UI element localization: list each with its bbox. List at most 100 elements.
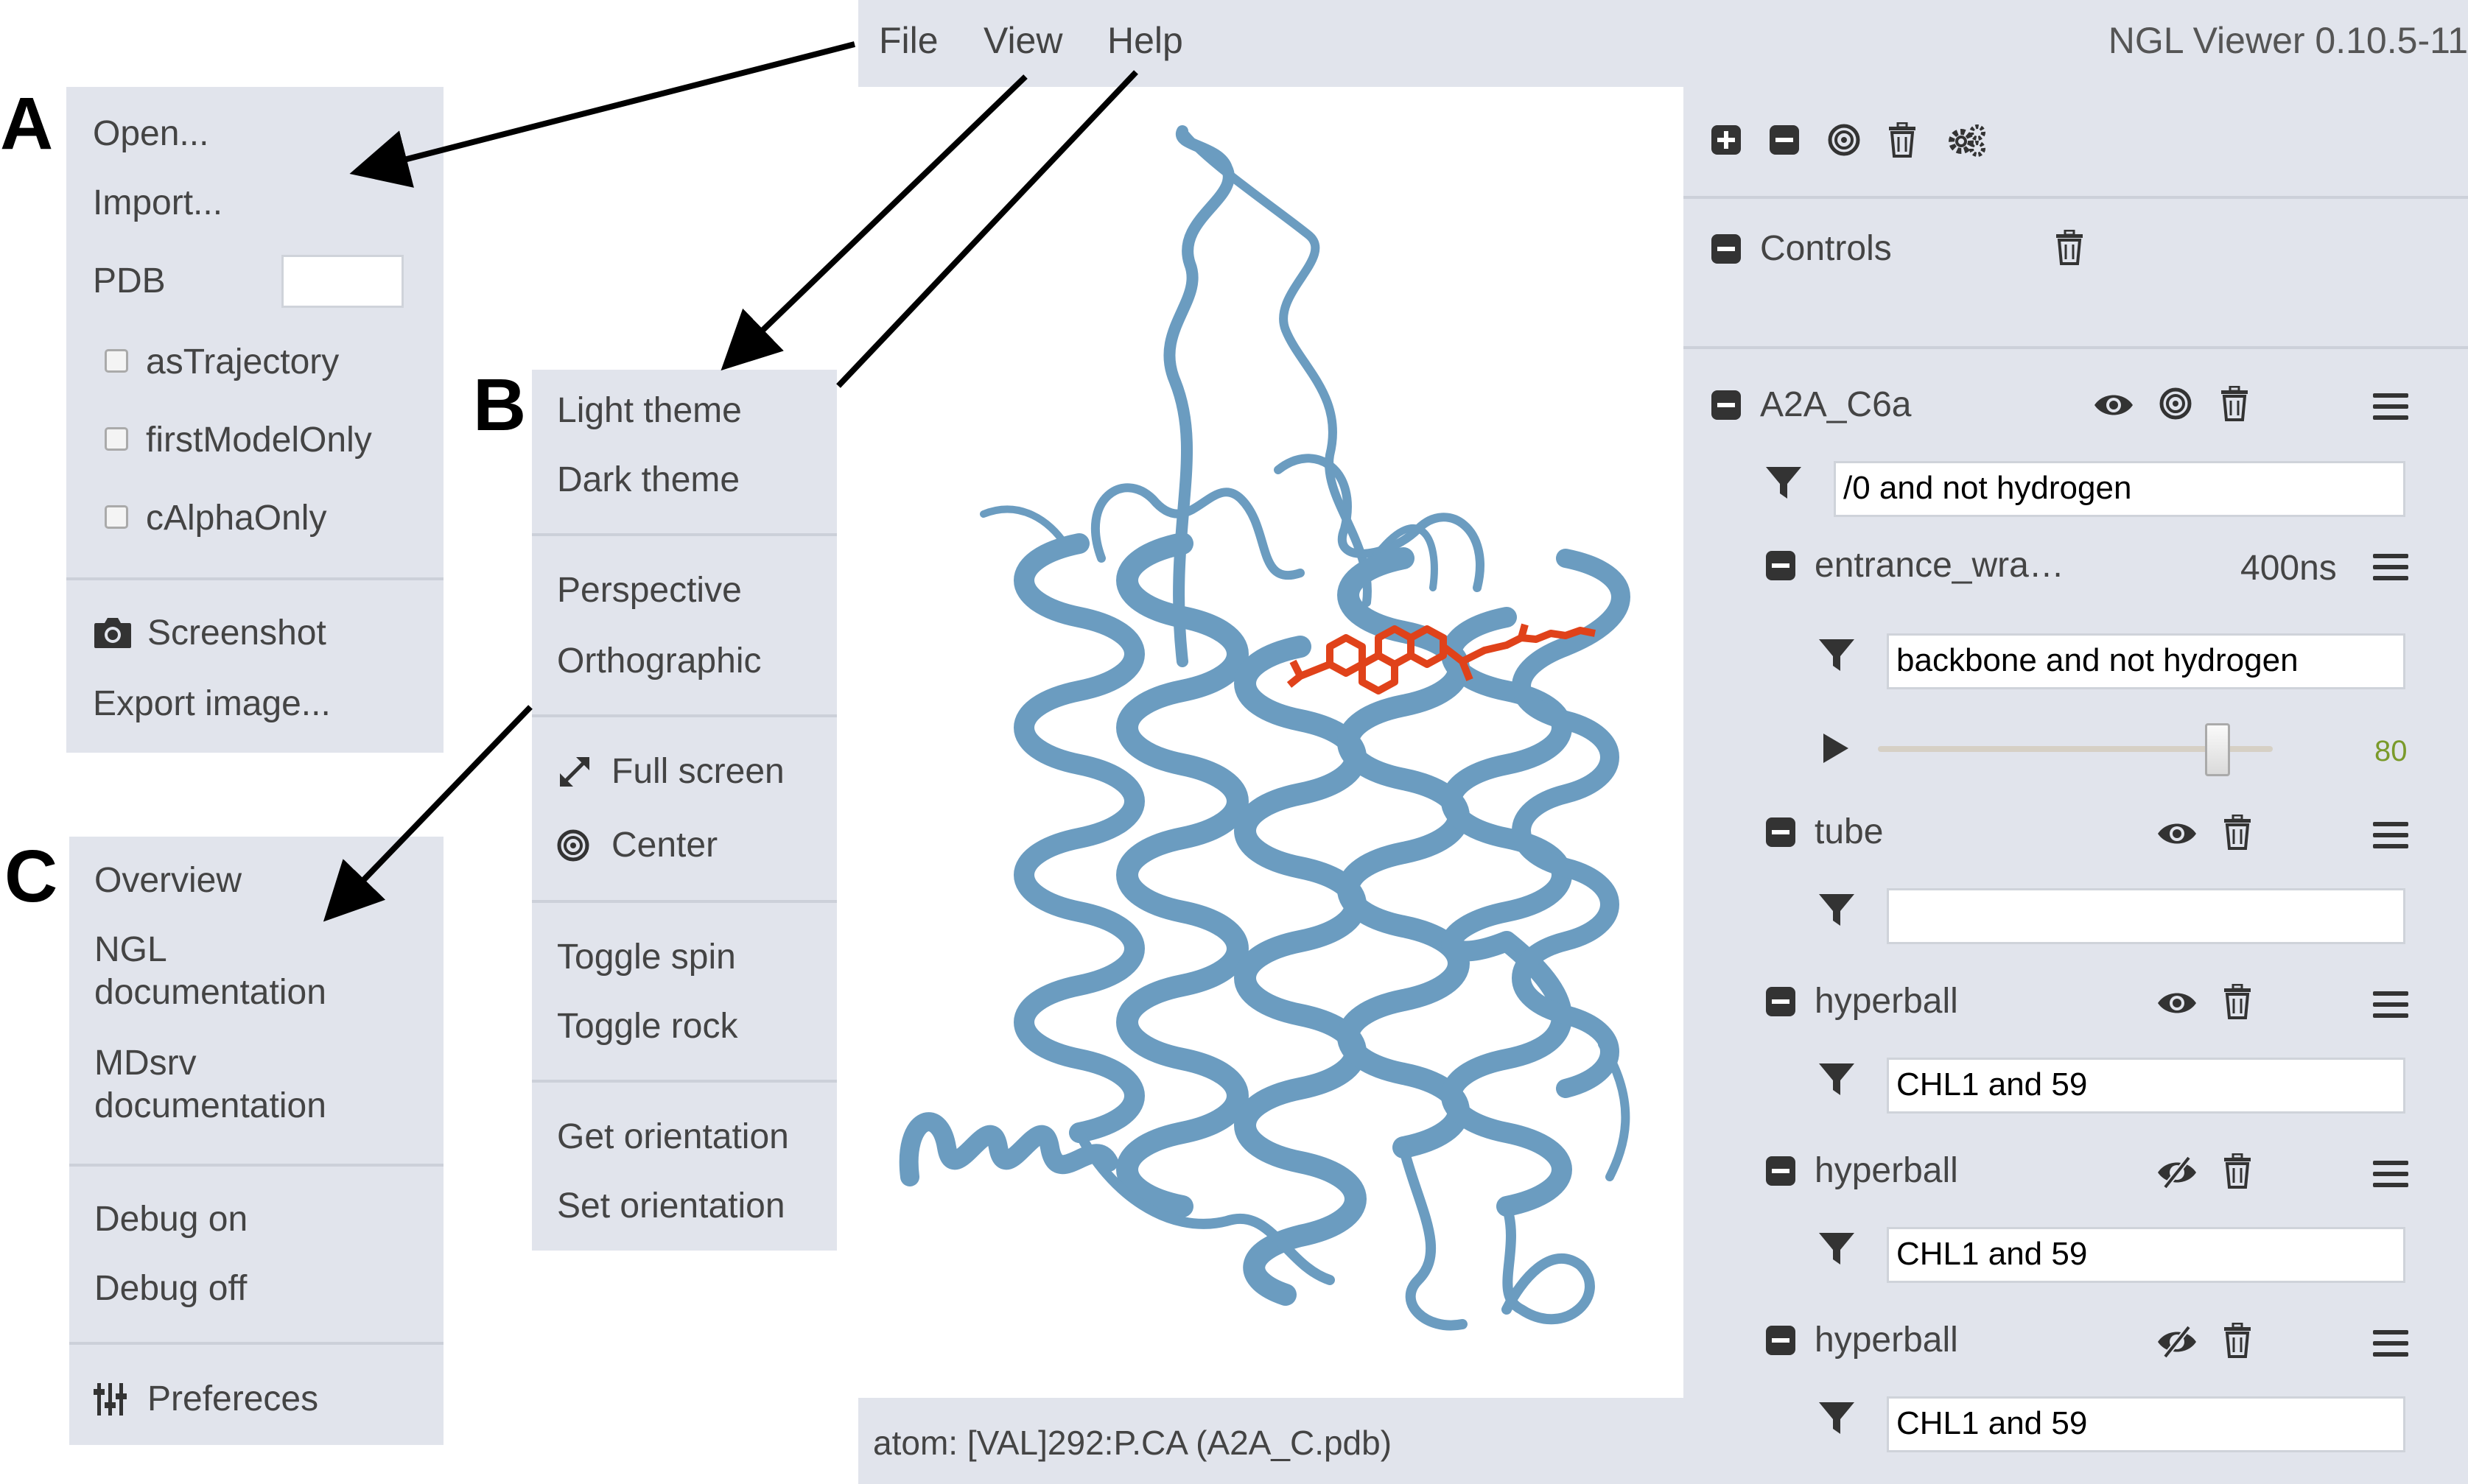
menu-icon[interactable] bbox=[2373, 820, 2408, 850]
overview-menu-item[interactable]: Overview bbox=[94, 861, 242, 900]
export-image-menu-item[interactable]: Export image... bbox=[93, 684, 331, 723]
collapse-representation-icon[interactable] bbox=[1764, 1324, 1797, 1357]
status-bar: atom: [VAL]292:P.CA (A2A_C.pdb) bbox=[858, 1398, 1683, 1484]
eye-icon[interactable] bbox=[2093, 390, 2134, 420]
arrow-file-to-a bbox=[349, 41, 855, 188]
top-menu-bar: File View Help NGL Viewer 0.10.5-11 bbox=[858, 0, 2468, 87]
remove-all-icon[interactable] bbox=[1887, 122, 1917, 158]
center-all-icon[interactable] bbox=[1828, 124, 1860, 156]
representation-filter-input[interactable] bbox=[1887, 888, 2405, 944]
filter-icon bbox=[1817, 1399, 1856, 1438]
menu-divider bbox=[532, 533, 837, 536]
orthographic-menu-item[interactable]: Orthographic bbox=[557, 641, 762, 681]
component-name: A2A_C6a bbox=[1760, 385, 1912, 424]
arrow-help-to-c bbox=[323, 705, 533, 922]
perspective-menu-item[interactable]: Perspective bbox=[557, 571, 742, 610]
collapse-controls-icon[interactable] bbox=[1710, 233, 1742, 265]
debug-on-menu-item[interactable]: Debug on bbox=[94, 1200, 248, 1239]
menu-icon[interactable] bbox=[2373, 990, 2408, 1019]
collapse-all-icon[interactable] bbox=[1768, 124, 1801, 156]
component-filter-input[interactable]: /0 and not hydrogen bbox=[1834, 461, 2405, 517]
eye-slash-icon[interactable] bbox=[2156, 1156, 2198, 1189]
representation-filter-input[interactable]: CHL1 and 59 bbox=[1887, 1058, 2405, 1114]
mdsrv-doc-line1: MDsrv bbox=[94, 1044, 197, 1083]
panel-label-a: A bbox=[0, 82, 54, 165]
light-theme-menu-item[interactable]: Light theme bbox=[557, 391, 742, 430]
c-alpha-only-checkbox[interactable] bbox=[105, 505, 128, 529]
import-menu-item[interactable]: Import... bbox=[93, 183, 223, 222]
collapse-representation-icon[interactable] bbox=[1764, 985, 1797, 1018]
get-orientation-menu-item[interactable]: Get orientation bbox=[557, 1117, 789, 1156]
filter-icon bbox=[1817, 1061, 1856, 1099]
filter-icon bbox=[1817, 1230, 1856, 1268]
gears-icon[interactable] bbox=[1946, 122, 1988, 158]
frame-slider-thumb[interactable] bbox=[2204, 723, 2230, 776]
collapse-representation-icon[interactable] bbox=[1764, 1155, 1797, 1187]
full-screen-menu-item[interactable]: Full screen bbox=[611, 752, 785, 791]
menu-divider bbox=[66, 577, 444, 580]
expand-icon bbox=[557, 754, 592, 790]
menu-icon[interactable] bbox=[2373, 1329, 2408, 1358]
center-icon[interactable] bbox=[2159, 387, 2192, 420]
trajectory-filter-input[interactable]: backbone and not hydrogen bbox=[1887, 633, 2405, 689]
trash-icon[interactable] bbox=[2223, 984, 2252, 1019]
molecule-viewport[interactable] bbox=[858, 87, 1683, 1398]
mdsrv-doc-line2: documentation bbox=[94, 1086, 326, 1125]
collapse-trajectory-icon[interactable] bbox=[1764, 549, 1797, 582]
representation-name: tube bbox=[1815, 812, 1884, 851]
set-orientation-menu-item[interactable]: Set orientation bbox=[557, 1186, 785, 1225]
arrow-help-line bbox=[836, 70, 1138, 388]
as-trajectory-checkbox[interactable] bbox=[105, 349, 128, 373]
panel-label-b: B bbox=[473, 364, 527, 446]
toggle-rock-menu-item[interactable]: Toggle rock bbox=[557, 1007, 738, 1046]
sliders-icon bbox=[93, 1382, 128, 1417]
frame-number: 80 bbox=[2374, 735, 2408, 767]
open-menu-item[interactable]: Open... bbox=[93, 114, 209, 153]
menu-icon[interactable] bbox=[2373, 392, 2408, 421]
help-menu[interactable]: Help bbox=[1107, 20, 1183, 61]
pdb-label: PDB bbox=[93, 261, 166, 300]
file-dropdown: Open... Import... PDB asTrajectory first… bbox=[66, 87, 444, 753]
controls-label: Controls bbox=[1760, 229, 1892, 268]
menu-icon[interactable] bbox=[2373, 1159, 2408, 1189]
preferences-menu-item[interactable]: Prefereces bbox=[147, 1379, 319, 1418]
filter-icon bbox=[1764, 464, 1803, 502]
screenshot-menu-item[interactable]: Screenshot bbox=[147, 613, 326, 653]
menu-divider bbox=[532, 714, 837, 717]
divider bbox=[1683, 196, 2468, 199]
collapse-component-icon[interactable] bbox=[1710, 389, 1742, 421]
menu-icon[interactable] bbox=[2373, 552, 2408, 582]
trash-icon[interactable] bbox=[2223, 815, 2252, 850]
representation-filter-input[interactable]: CHL1 and 59 bbox=[1887, 1227, 2405, 1283]
menu-divider bbox=[532, 1080, 837, 1083]
ngl-doc-line1: NGL bbox=[94, 930, 167, 969]
pdb-id-input[interactable] bbox=[281, 255, 404, 308]
trajectory-name: entrance_wra… bbox=[1815, 546, 2064, 585]
representation-filter-input[interactable]: CHL1 and 59 bbox=[1887, 1396, 2405, 1452]
frame-slider-track[interactable] bbox=[1878, 746, 2273, 752]
as-trajectory-label: asTrajectory bbox=[146, 342, 340, 381]
trash-icon[interactable] bbox=[2055, 230, 2084, 265]
app-title: NGL Viewer 0.10.5-11 bbox=[2108, 20, 2468, 61]
view-menu[interactable]: View bbox=[984, 20, 1063, 61]
toggle-spin-menu-item[interactable]: Toggle spin bbox=[557, 938, 736, 977]
eye-icon[interactable] bbox=[2156, 819, 2198, 848]
trash-icon[interactable] bbox=[2223, 1153, 2252, 1189]
panel-label-c: C bbox=[4, 835, 58, 918]
representation-name: hyperball bbox=[1815, 1151, 1958, 1190]
add-component-icon[interactable] bbox=[1710, 124, 1742, 156]
file-menu[interactable]: File bbox=[879, 20, 939, 61]
ligand-molecule bbox=[1286, 623, 1596, 694]
center-menu-item[interactable]: Center bbox=[611, 826, 718, 865]
trash-icon[interactable] bbox=[2220, 386, 2249, 421]
collapse-representation-icon[interactable] bbox=[1764, 816, 1797, 848]
trash-icon[interactable] bbox=[2223, 1323, 2252, 1358]
debug-off-menu-item[interactable]: Debug off bbox=[94, 1269, 248, 1308]
eye-slash-icon[interactable] bbox=[2156, 1326, 2198, 1358]
play-icon[interactable] bbox=[1820, 732, 1850, 764]
first-model-only-checkbox[interactable] bbox=[105, 427, 128, 451]
dark-theme-menu-item[interactable]: Dark theme bbox=[557, 460, 740, 499]
eye-icon[interactable] bbox=[2156, 988, 2198, 1018]
representation-name: hyperball bbox=[1815, 1321, 1958, 1360]
